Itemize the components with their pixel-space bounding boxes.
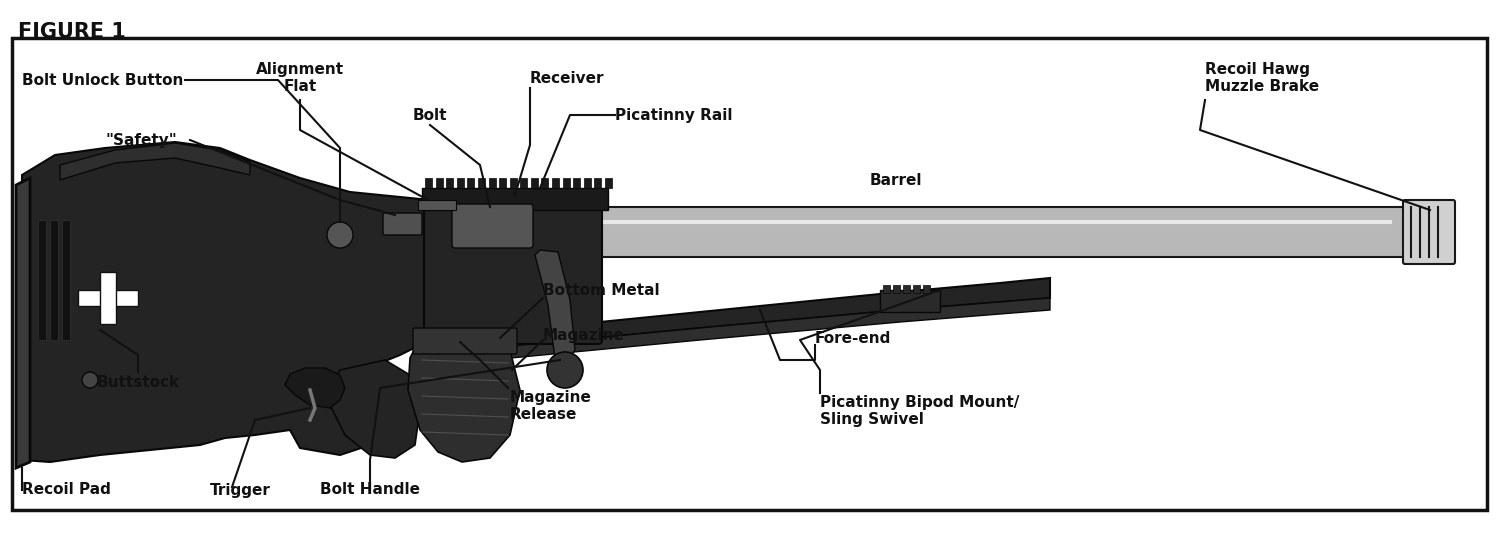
Text: Picatinny Rail: Picatinny Rail <box>615 108 733 123</box>
FancyBboxPatch shape <box>1403 200 1456 264</box>
Bar <box>423 188 609 210</box>
Bar <box>418 200 456 210</box>
Bar <box>583 178 591 188</box>
FancyBboxPatch shape <box>453 204 534 248</box>
Text: Buttstock: Buttstock <box>96 375 180 390</box>
Polygon shape <box>60 143 250 180</box>
Polygon shape <box>430 298 1049 368</box>
Bar <box>880 290 940 312</box>
Bar <box>510 178 517 188</box>
Bar <box>426 178 432 188</box>
Text: Bolt Unlock Button: Bolt Unlock Button <box>22 73 183 87</box>
Circle shape <box>547 352 583 388</box>
Text: "Safety": "Safety" <box>105 132 177 148</box>
Bar <box>457 178 463 188</box>
Bar <box>61 220 70 340</box>
Text: Magazine: Magazine <box>543 327 625 343</box>
FancyBboxPatch shape <box>424 191 603 344</box>
Circle shape <box>82 372 97 388</box>
FancyBboxPatch shape <box>384 213 423 235</box>
Polygon shape <box>535 250 576 360</box>
Text: Fore-end: Fore-end <box>815 331 892 345</box>
Bar <box>562 178 570 188</box>
Bar <box>100 272 115 324</box>
Bar <box>541 178 549 188</box>
Circle shape <box>327 222 352 248</box>
Bar <box>49 220 58 340</box>
Bar <box>531 178 538 188</box>
Text: Recoil Hawg
Muzzle Brake: Recoil Hawg Muzzle Brake <box>1205 62 1319 94</box>
Text: FIGURE 1: FIGURE 1 <box>18 22 126 42</box>
Bar <box>893 285 899 293</box>
Text: Magazine
Release: Magazine Release <box>510 390 592 422</box>
Polygon shape <box>285 368 345 408</box>
Bar <box>37 220 46 340</box>
Text: Trigger: Trigger <box>210 483 271 497</box>
Bar <box>478 178 486 188</box>
Text: Bottom Metal: Bottom Metal <box>543 282 660 298</box>
Bar <box>499 178 507 188</box>
Text: Bolt: Bolt <box>412 108 447 123</box>
Bar <box>913 285 920 293</box>
Text: Recoil Pad: Recoil Pad <box>22 483 111 497</box>
Bar <box>489 178 496 188</box>
Bar <box>552 178 559 188</box>
FancyBboxPatch shape <box>472 207 1423 257</box>
Polygon shape <box>22 142 430 462</box>
Bar <box>520 178 528 188</box>
Bar <box>573 178 580 188</box>
Bar <box>923 285 929 293</box>
Text: Barrel: Barrel <box>869 173 922 187</box>
Text: Alignment
Flat: Alignment Flat <box>256 62 345 94</box>
FancyBboxPatch shape <box>414 328 517 354</box>
Bar <box>468 178 474 188</box>
Text: Receiver: Receiver <box>531 71 604 85</box>
Bar <box>12 38 1487 510</box>
Bar <box>883 285 890 293</box>
Polygon shape <box>330 360 420 458</box>
Bar <box>606 178 612 188</box>
Polygon shape <box>408 332 520 462</box>
Bar <box>595 178 601 188</box>
Bar <box>447 178 453 188</box>
Bar <box>436 178 442 188</box>
Polygon shape <box>430 278 1049 355</box>
Polygon shape <box>16 178 30 468</box>
Text: Picatinny Bipod Mount/
Sling Swivel: Picatinny Bipod Mount/ Sling Swivel <box>820 395 1019 427</box>
Bar <box>78 290 138 306</box>
Text: Bolt Handle: Bolt Handle <box>319 483 420 497</box>
Bar <box>902 285 910 293</box>
